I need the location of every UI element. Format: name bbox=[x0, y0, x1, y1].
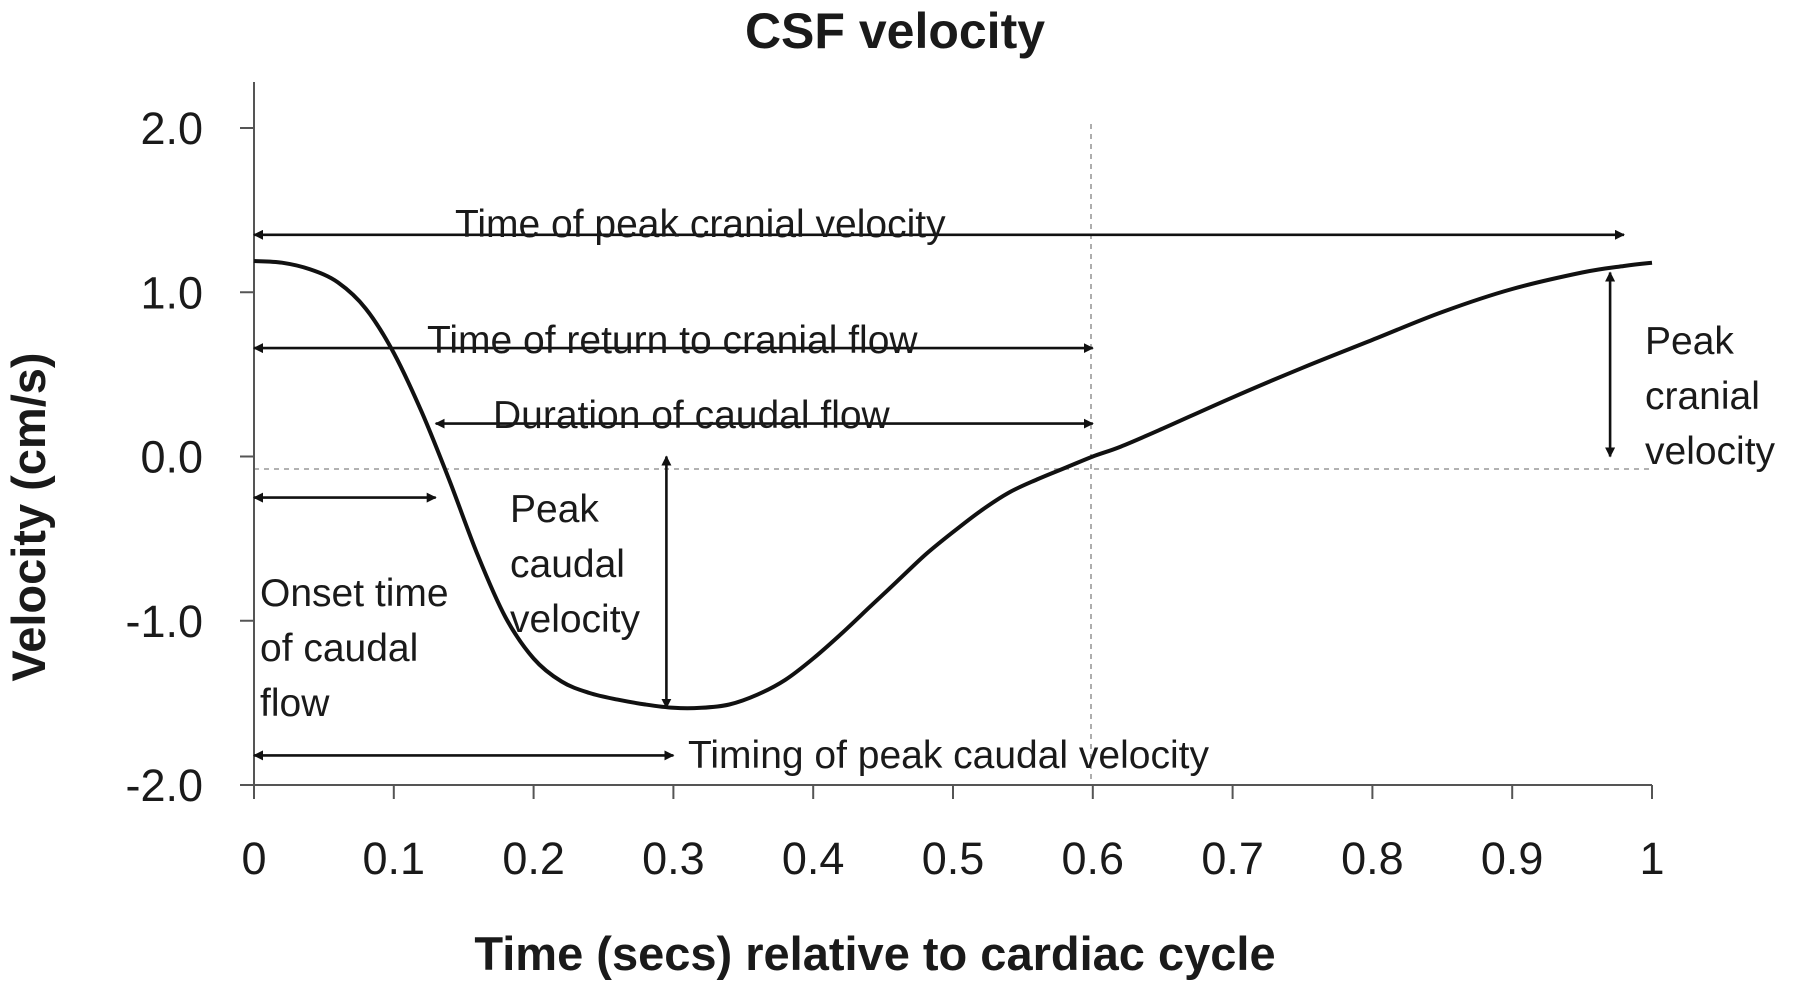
x-tick-label: 0.6 bbox=[1062, 833, 1125, 884]
peak-cranial-velocity-label: cranial bbox=[1645, 375, 1760, 418]
onset-caudal-label: of caudal bbox=[260, 627, 418, 670]
y-tick-label: 0.0 bbox=[140, 432, 203, 483]
x-tick-label: 0.8 bbox=[1341, 833, 1404, 884]
y-axis-ticks: 2.0 1.0 0.0 -1.0 -2.0 bbox=[125, 103, 254, 811]
peak-caudal-velocity-label: velocity bbox=[510, 598, 641, 641]
duration-caudal-label: Duration of caudal flow bbox=[493, 394, 891, 437]
y-tick-label: 2.0 bbox=[140, 103, 203, 154]
y-tick-label: 1.0 bbox=[140, 267, 203, 318]
peak-caudal-velocity-label: Peak bbox=[510, 488, 599, 531]
x-tick-label: 0.5 bbox=[922, 833, 985, 884]
time-return-cranial-label: Time of return to cranial flow bbox=[427, 319, 918, 362]
x-tick-label: 0.4 bbox=[782, 833, 845, 884]
peak-cranial-velocity-label: Peak bbox=[1645, 320, 1734, 363]
onset-caudal-label: Onset time bbox=[260, 572, 449, 615]
x-tick-label: 0.1 bbox=[363, 833, 426, 884]
x-axis-ticks: 0 0.1 0.2 0.3 0.4 0.5 0.6 0.7 0.8 0.9 1 bbox=[241, 785, 1665, 884]
y-tick-label: -1.0 bbox=[125, 596, 203, 647]
timing-peak-caudal-label: Timing of peak caudal velocity bbox=[688, 734, 1209, 777]
onset-caudal-label: flow bbox=[260, 682, 330, 725]
csf-velocity-curve bbox=[253, 259, 1653, 711]
x-tick-label: 0.7 bbox=[1201, 833, 1264, 884]
chart-title: CSF velocity bbox=[745, 3, 1045, 59]
time-peak-cranial-label: Time of peak cranial velocity bbox=[455, 203, 946, 246]
x-tick-label: 0 bbox=[241, 833, 266, 884]
y-axis-title: Velocity (cm/s) bbox=[2, 352, 55, 681]
x-tick-label: 0.9 bbox=[1481, 833, 1544, 884]
y-tick-label: -2.0 bbox=[125, 760, 203, 811]
x-tick-label: 1 bbox=[1639, 833, 1664, 884]
peak-cranial-velocity-label: velocity bbox=[1645, 430, 1776, 473]
timing-annotations: Time of peak cranial velocity Time of ret… bbox=[253, 203, 1776, 777]
x-tick-label: 0.3 bbox=[642, 833, 705, 884]
peak-caudal-velocity-label: caudal bbox=[510, 543, 625, 586]
x-tick-label: 0.2 bbox=[502, 833, 565, 884]
x-axis-title: Time (secs) relative to cardiac cycle bbox=[474, 927, 1275, 980]
